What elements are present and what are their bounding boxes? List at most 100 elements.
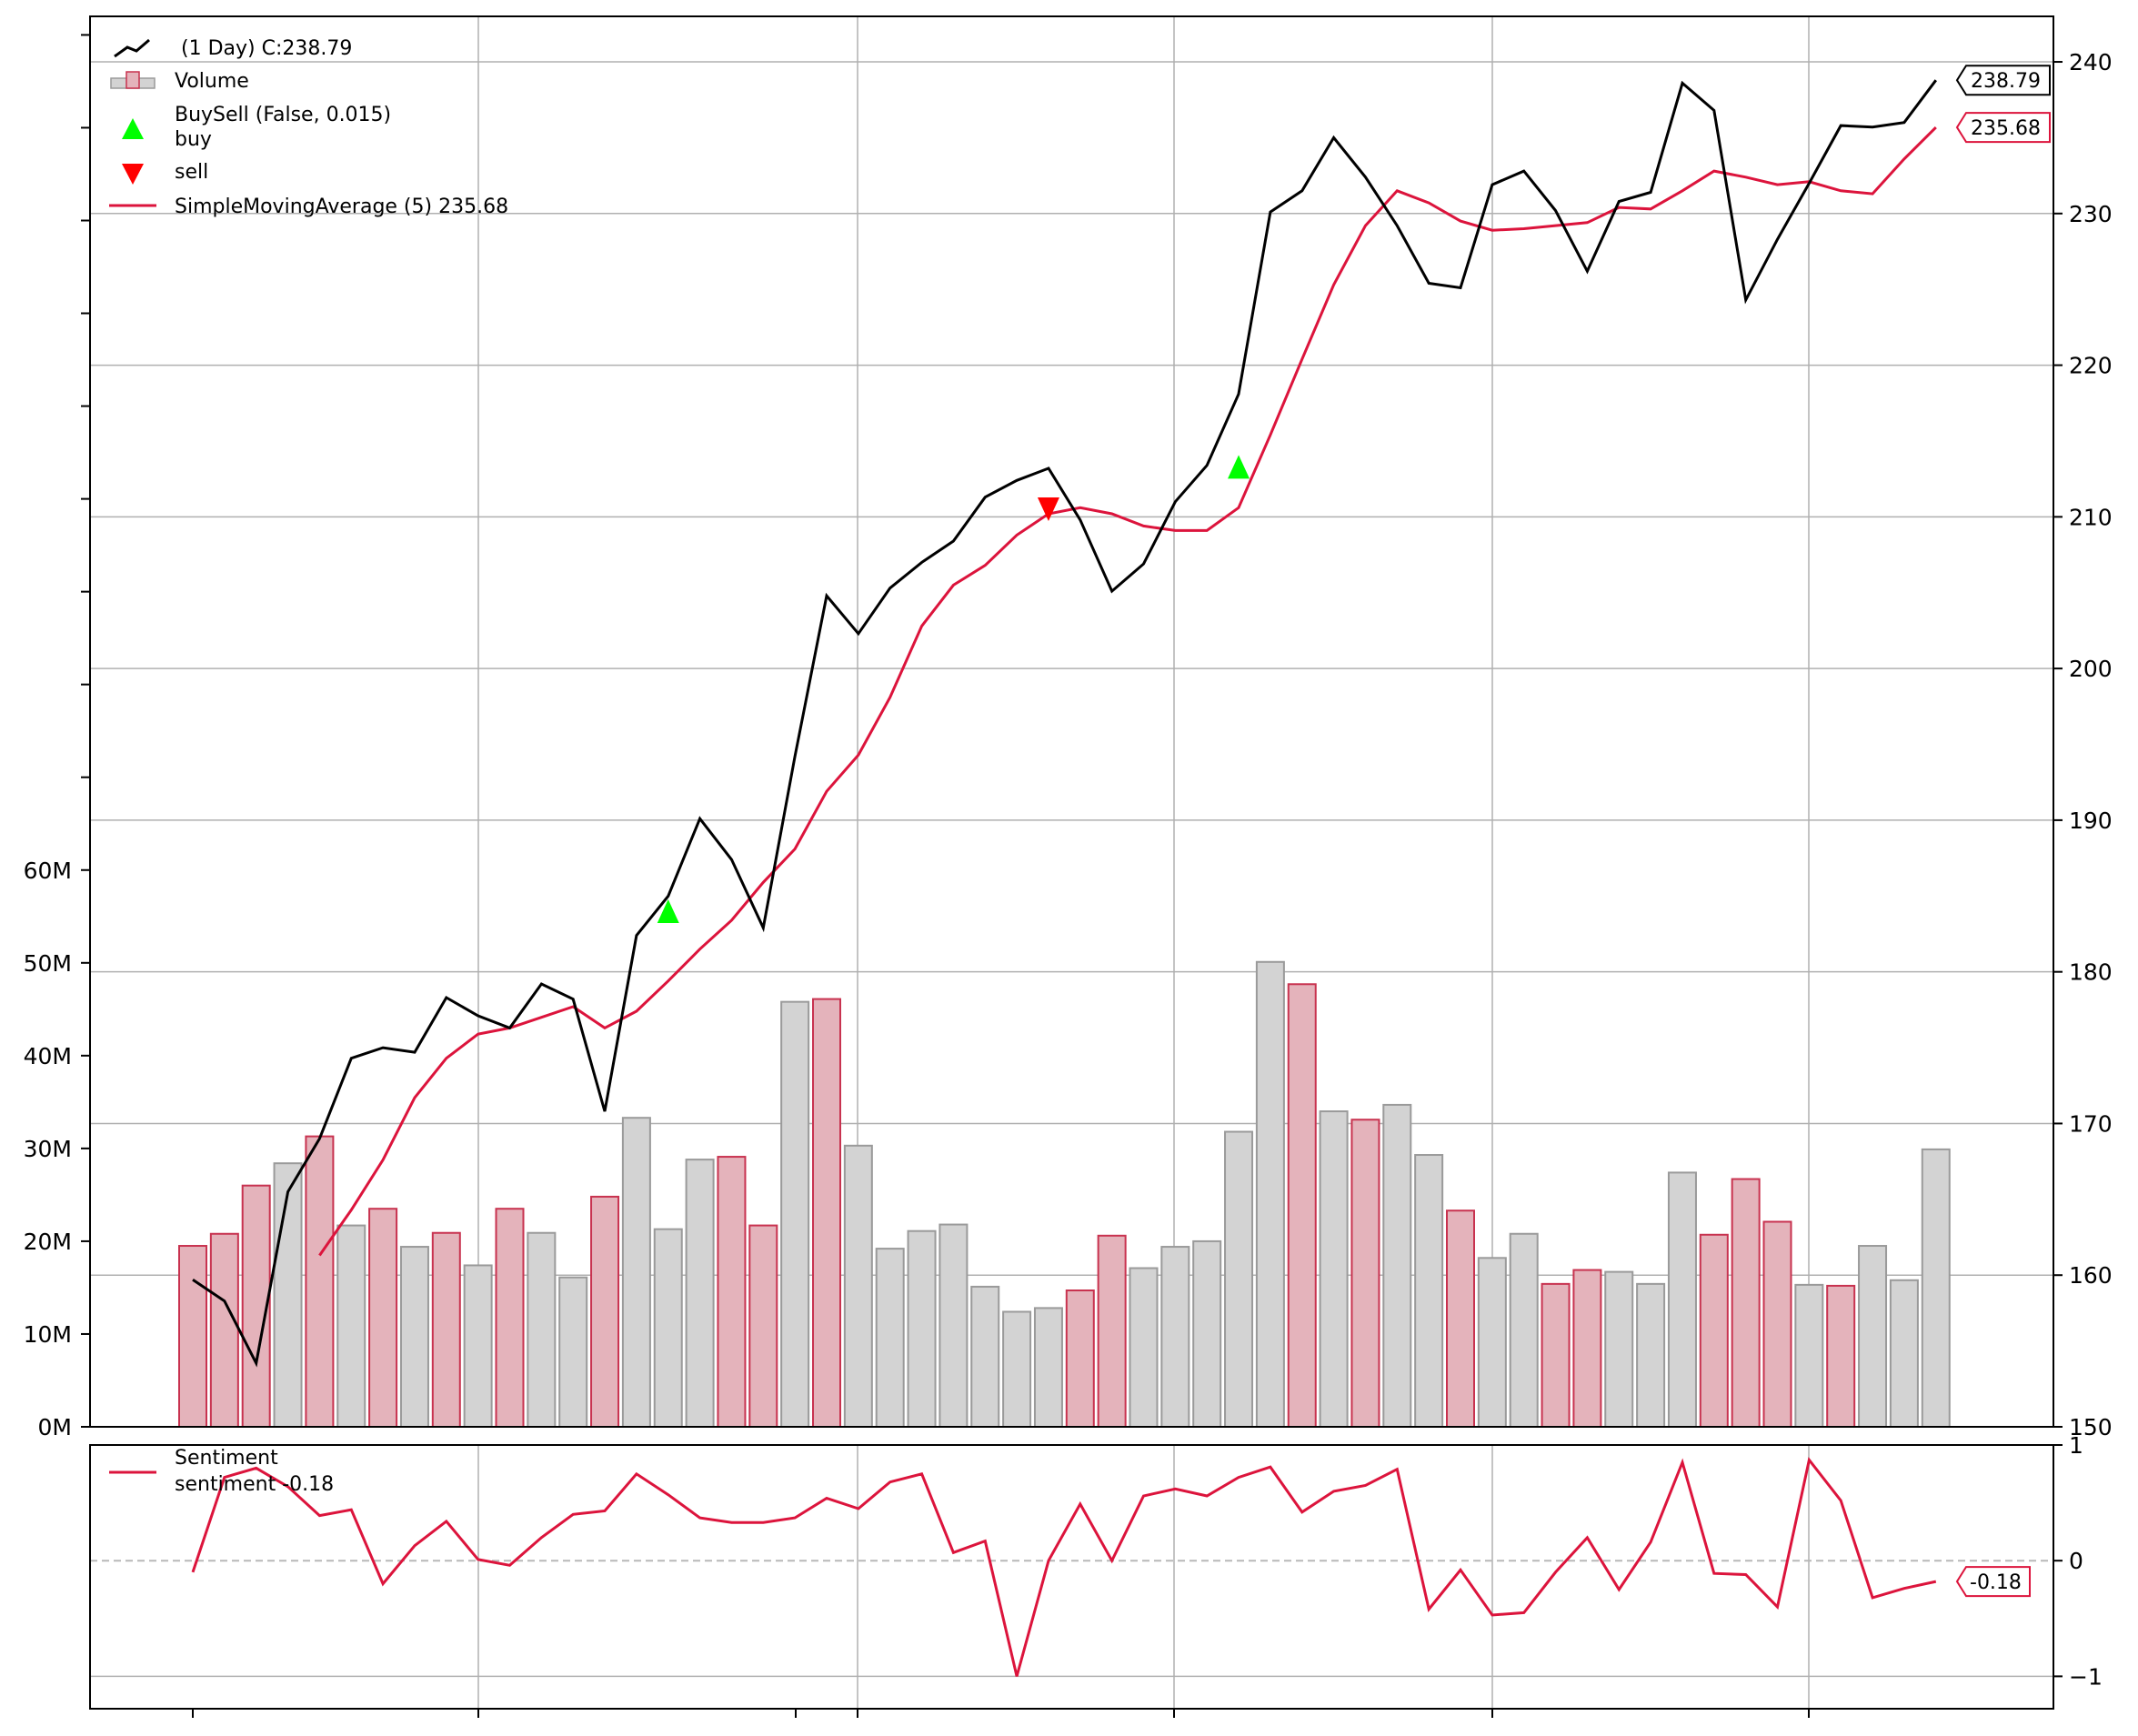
price-panel: 150 160 170 180 190 200 210 220 230 240 0M 10M 20M 3… bbox=[24, 15, 2113, 1440]
volume-bar-34 bbox=[1255, 960, 1285, 1428]
sma-line bbox=[318, 126, 1937, 1257]
volume-bar-33 bbox=[1224, 1130, 1254, 1429]
volume-bar-1 bbox=[209, 1232, 239, 1429]
volume-bar-2 bbox=[241, 1184, 271, 1429]
price-axis-label-9: 240 bbox=[2069, 49, 2113, 75]
buy-signal-marker-2 bbox=[1228, 455, 1250, 479]
volume-bar-28 bbox=[1065, 1289, 1095, 1428]
volume-bar-53 bbox=[1858, 1245, 1888, 1429]
sma-last-tag-label: 235.68 bbox=[1971, 117, 2041, 140]
sentiment-legend: Sentiment sentiment -0.18 bbox=[109, 1447, 334, 1496]
volume-bar-30 bbox=[1129, 1267, 1159, 1428]
price-axis-label-7: 220 bbox=[2069, 353, 2113, 379]
volume-bar-38 bbox=[1382, 1103, 1412, 1428]
legend-buy-label: buy bbox=[175, 128, 212, 151]
volume-bar-4 bbox=[305, 1135, 335, 1428]
x-axis-ticks bbox=[192, 1709, 1810, 1718]
signal-markers bbox=[657, 455, 1250, 923]
volume-bar-26 bbox=[1002, 1310, 1032, 1429]
sell-signal-marker-1 bbox=[1037, 497, 1059, 522]
volume-bar-21 bbox=[843, 1144, 873, 1429]
volume-axis-label-2: 20M bbox=[24, 1229, 72, 1255]
volume-bar-31 bbox=[1160, 1246, 1190, 1429]
legend-close-label: (1 Day) C:238.79 bbox=[175, 37, 352, 60]
volume-bar-43 bbox=[1541, 1282, 1571, 1429]
volume-bar-23 bbox=[907, 1229, 937, 1428]
close-last-tag-label: 238.79 bbox=[1971, 70, 2041, 93]
close-line bbox=[192, 79, 1937, 1368]
price-axis-right: 150 160 170 180 190 200 210 220 230 240 bbox=[2053, 49, 2113, 1440]
legend-sma-label: SimpleMovingAverage (5) 235.68 bbox=[175, 196, 508, 218]
volume-axis-label-5: 50M bbox=[24, 950, 72, 977]
volume-bar-18 bbox=[748, 1224, 778, 1428]
buy-signal-marker-0 bbox=[657, 898, 679, 923]
volume-bar-47 bbox=[1667, 1171, 1697, 1429]
volume-bars bbox=[178, 960, 1951, 1429]
volume-bar-22 bbox=[875, 1248, 905, 1429]
volume-bar-54 bbox=[1889, 1279, 1919, 1428]
volume-bar-29 bbox=[1097, 1234, 1127, 1429]
legend-volume-swatch bbox=[110, 71, 156, 89]
volume-bar-9 bbox=[463, 1264, 493, 1428]
volume-bar-8 bbox=[431, 1231, 461, 1429]
volume-axis-label-4: 40M bbox=[24, 1043, 72, 1069]
volume-bar-17 bbox=[717, 1156, 747, 1429]
legend-close-swatch bbox=[114, 38, 150, 58]
sentiment-axis-right: −1 0 1 bbox=[2053, 1432, 2103, 1690]
volume-bar-12 bbox=[558, 1276, 588, 1428]
price-last-tags: 238.79 235.68 bbox=[1955, 65, 2051, 144]
price-axis-label-6: 210 bbox=[2069, 504, 2113, 530]
legend-sell-label: sell bbox=[175, 161, 208, 184]
close-last-tag bbox=[1955, 65, 2051, 96]
volume-bar-41 bbox=[1477, 1257, 1507, 1429]
volume-bar-46 bbox=[1636, 1282, 1666, 1429]
legend-sentiment-title: Sentiment bbox=[175, 1447, 278, 1470]
volume-bar-10 bbox=[495, 1208, 525, 1429]
volume-bar-37 bbox=[1350, 1119, 1380, 1429]
volume-bar-44 bbox=[1572, 1269, 1602, 1429]
volume-bar-40 bbox=[1446, 1209, 1475, 1429]
volume-bar-3 bbox=[273, 1162, 303, 1428]
volume-bar-52 bbox=[1826, 1284, 1856, 1429]
volume-bar-16 bbox=[685, 1159, 715, 1429]
volume-bar-15 bbox=[653, 1228, 683, 1428]
price-panel-frame bbox=[89, 15, 2054, 1428]
sentiment-last-tag bbox=[1955, 1566, 2031, 1598]
sentiment-last-tag-label: -0.18 bbox=[1970, 1571, 2022, 1594]
sentiment-panel-frame bbox=[89, 1444, 2054, 1710]
volume-bar-45 bbox=[1604, 1270, 1634, 1429]
legend-volume-label: Volume bbox=[175, 70, 249, 93]
sentiment-axis-label-0: −1 bbox=[2069, 1663, 2103, 1690]
volume-axis-label-0: 0M bbox=[38, 1414, 72, 1440]
legend-buy-swatch bbox=[122, 118, 144, 139]
volume-bar-32 bbox=[1192, 1239, 1222, 1428]
volume-bar-0 bbox=[178, 1245, 207, 1429]
volume-bar-50 bbox=[1762, 1220, 1792, 1429]
sentiment-axis-label-1: 0 bbox=[2069, 1548, 2083, 1574]
volume-bar-55 bbox=[1921, 1148, 1951, 1428]
sentiment-panel: −1 0 1 -0.18 Sentiment sentiment -0.18 bbox=[89, 1432, 2103, 1718]
volume-bar-5 bbox=[336, 1224, 366, 1428]
volume-bar-48 bbox=[1699, 1233, 1729, 1429]
price-axis-label-1: 160 bbox=[2069, 1262, 2113, 1289]
price-axis-label-3: 180 bbox=[2069, 959, 2113, 986]
volume-bar-6 bbox=[368, 1208, 398, 1429]
legend-sell-swatch bbox=[122, 164, 144, 185]
volume-bar-11 bbox=[527, 1231, 557, 1429]
volume-axis-left: 0M 10M 20M 30M 40M 50M 60M bbox=[24, 34, 90, 1440]
volume-axis-label-1: 10M bbox=[24, 1321, 72, 1348]
volume-bar-42 bbox=[1509, 1232, 1539, 1429]
volume-axis-label-3: 30M bbox=[24, 1136, 72, 1162]
sentiment-axis-label-2: 1 bbox=[2069, 1432, 2083, 1459]
volume-bar-36 bbox=[1319, 1110, 1349, 1428]
sentiment-line bbox=[191, 1457, 1937, 1677]
price-axis-label-8: 230 bbox=[2069, 201, 2113, 227]
sma-last-tag bbox=[1955, 112, 2051, 144]
volume-bar-24 bbox=[939, 1223, 969, 1429]
volume-bar-35 bbox=[1287, 983, 1317, 1429]
volume-bar-19 bbox=[780, 1000, 810, 1428]
volume-bar-27 bbox=[1033, 1307, 1063, 1429]
price-axis-label-4: 190 bbox=[2069, 808, 2113, 834]
